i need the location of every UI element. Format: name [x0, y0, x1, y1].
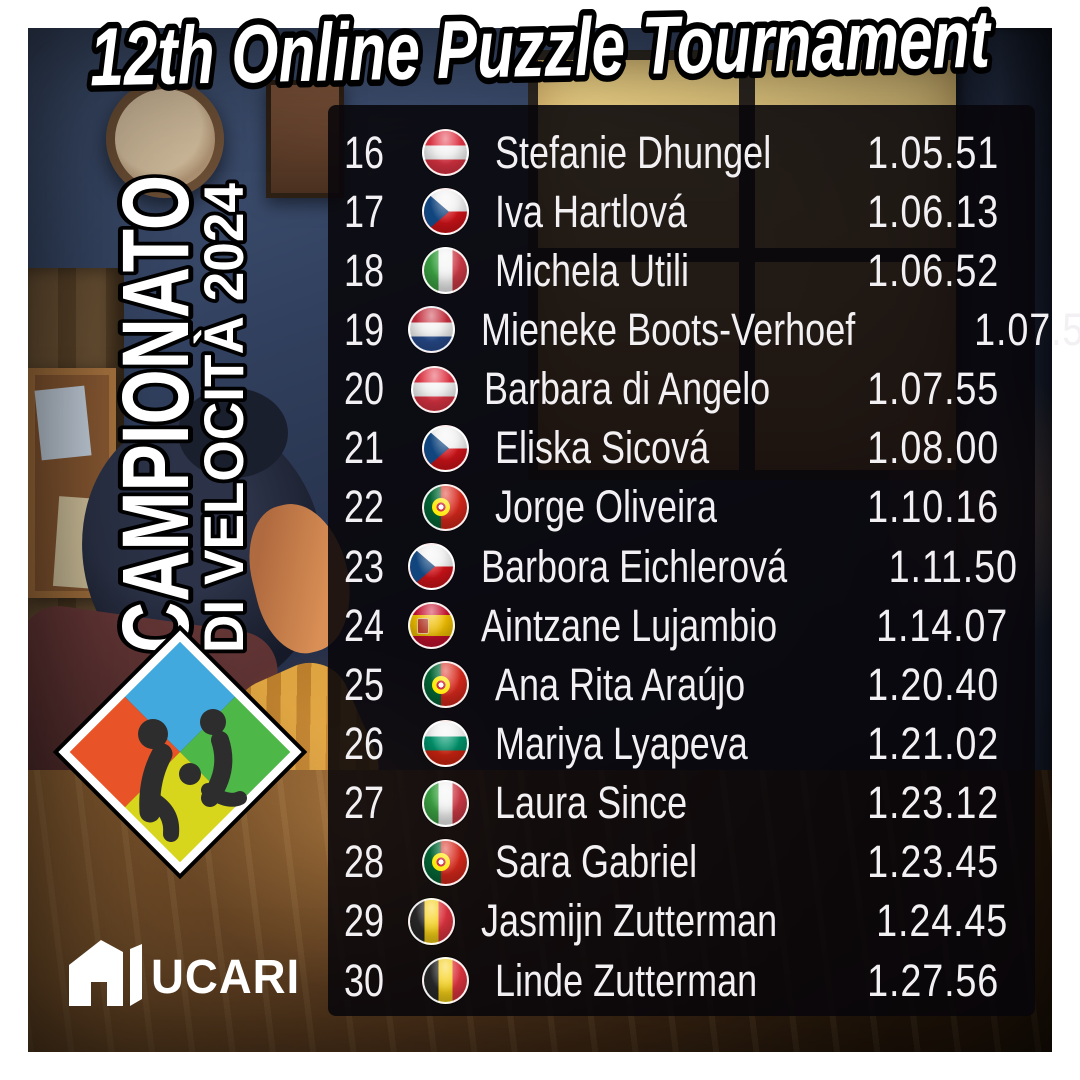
- rank-number: 23: [344, 540, 385, 592]
- rank-number: 26: [344, 717, 385, 769]
- rank-number: 28: [344, 836, 385, 888]
- result-time: 1.21.02: [867, 717, 999, 769]
- result-time: 1.14.07: [876, 599, 1009, 651]
- spain-flag-icon: [408, 602, 456, 650]
- czechia-flag-icon: [422, 188, 469, 236]
- leaderboard-row: 29 Jasmijn Zutterman 1.24.45: [328, 892, 1035, 951]
- puzzle-logo-figures: [138, 709, 247, 842]
- result-time: 1.27.56: [867, 954, 999, 1006]
- jucari-house-icon: [69, 940, 142, 1006]
- czechia-flag-icon: [408, 543, 456, 591]
- rank-number: 25: [344, 658, 385, 710]
- rank-number: 19: [344, 303, 385, 355]
- player-name: Mieneke Boots-Verhoef: [481, 303, 856, 355]
- leaderboard-panel: 16 Stefanie Dhungel 1.05.51 17 Iva Hartl…: [328, 105, 1080, 1016]
- leaderboard-row: 20 Barbara di Angelo 1.07.55: [328, 360, 1035, 419]
- belgium-flag-icon: [408, 897, 456, 945]
- leaderboard-row: 27 Laura Since 1.23.12: [328, 774, 1035, 833]
- result-time: 1.23.45: [867, 836, 999, 888]
- puzzle-logo: [52, 624, 308, 880]
- leaderboard-row: 19 Mieneke Boots-Verhoef 1.07.54: [328, 300, 1080, 359]
- result-time: 1.07.55: [867, 363, 999, 415]
- result-time: 1.10.16: [867, 481, 999, 533]
- portugal-flag-icon: [422, 483, 469, 531]
- title-banner: 12th Online Puzzle Tournament: [82, 0, 999, 110]
- side-banner-line1: CAMPIONATO: [103, 175, 209, 653]
- rank-number: 30: [344, 954, 385, 1006]
- rank-number: 20: [344, 363, 385, 415]
- result-time: 1.24.45: [876, 895, 1009, 947]
- player-name: Eliska Sicová: [495, 422, 710, 474]
- player-name: Stefanie Dhungel: [495, 126, 772, 178]
- leaderboard-row: 28 Sara Gabriel 1.23.45: [328, 833, 1035, 892]
- leaderboard-row: 25 Ana Rita Araújo 1.20.40: [328, 655, 1035, 714]
- italy-flag-icon: [422, 247, 469, 295]
- player-name: Barbora Eichlerová: [481, 540, 788, 592]
- austria-flag-icon: [411, 365, 459, 413]
- result-time: 1.07.54: [973, 303, 1080, 355]
- player-name: Iva Hartlová: [495, 185, 688, 237]
- result-time: 1.11.50: [888, 540, 1018, 592]
- puzzle-logo-border: [58, 630, 302, 874]
- player-name: Michela Utili: [495, 244, 690, 296]
- player-name: Aintzane Lujambio: [481, 599, 778, 651]
- player-name: Jorge Oliveira: [495, 481, 718, 533]
- portugal-flag-icon: [422, 661, 469, 709]
- result-time: 1.23.12: [867, 777, 999, 829]
- side-banner-line2: DI VELOCITÀ 2024: [192, 183, 255, 653]
- rank-number: 18: [344, 244, 385, 296]
- player-name: Mariya Lyapeva: [495, 717, 748, 769]
- result-time: 1.06.52: [867, 244, 999, 296]
- rank-number: 27: [344, 777, 385, 829]
- rank-number: 22: [344, 481, 385, 533]
- player-name: Laura Since: [495, 777, 688, 829]
- leaderboard-row: 23 Barbora Eichlerová 1.11.50: [328, 537, 1035, 596]
- leaderboard-row: 18 Michela Utili 1.06.52: [328, 241, 1035, 300]
- rank-number: 21: [344, 422, 385, 474]
- rank-number: 29: [344, 895, 385, 947]
- leaderboard-row: 26 Mariya Lyapeva 1.21.02: [328, 714, 1035, 773]
- player-name: Jasmijn Zutterman: [481, 895, 778, 947]
- belgium-flag-icon: [422, 957, 469, 1005]
- netherlands-flag-icon: [408, 306, 456, 354]
- leaderboard-row: 24 Aintzane Lujambio 1.14.07: [328, 596, 1035, 655]
- rank-number: 17: [344, 185, 385, 237]
- player-name: Ana Rita Araújo: [495, 658, 746, 710]
- leaderboard-row: 16 Stefanie Dhungel 1.05.51: [328, 123, 1035, 182]
- czechia-flag-icon: [422, 424, 469, 472]
- poster-title: 12th Online Puzzle Tournament: [89, 0, 993, 103]
- player-name: Linde Zutterman: [495, 954, 758, 1006]
- result-time: 1.20.40: [867, 658, 999, 710]
- leaderboard-row: 21 Eliska Sicová 1.08.00: [328, 419, 1035, 478]
- brand-logo: UCARI: [63, 935, 308, 1009]
- austria-flag-icon: [422, 129, 469, 177]
- italy-flag-icon: [422, 779, 469, 827]
- rank-number: 24: [344, 599, 385, 651]
- leaderboard-row: 17 Iva Hartlová 1.06.13: [328, 182, 1035, 241]
- side-banner: CAMPIONATO DI VELOCITÀ 2024: [98, 170, 259, 658]
- result-time: 1.06.13: [867, 185, 999, 237]
- portugal-flag-icon: [422, 838, 469, 886]
- player-name: Barbara di Angelo: [484, 363, 771, 415]
- result-time: 1.08.00: [867, 422, 999, 474]
- brand-wordmark: UCARI: [151, 951, 301, 1004]
- bulgaria-flag-icon: [422, 720, 469, 768]
- result-time: 1.05.51: [867, 126, 999, 178]
- leaderboard-row: 30 Linde Zutterman 1.27.56: [328, 951, 1035, 1010]
- rank-number: 16: [344, 126, 385, 178]
- leaderboard-row: 22 Jorge Oliveira 1.10.16: [328, 478, 1035, 537]
- player-name: Sara Gabriel: [495, 836, 698, 888]
